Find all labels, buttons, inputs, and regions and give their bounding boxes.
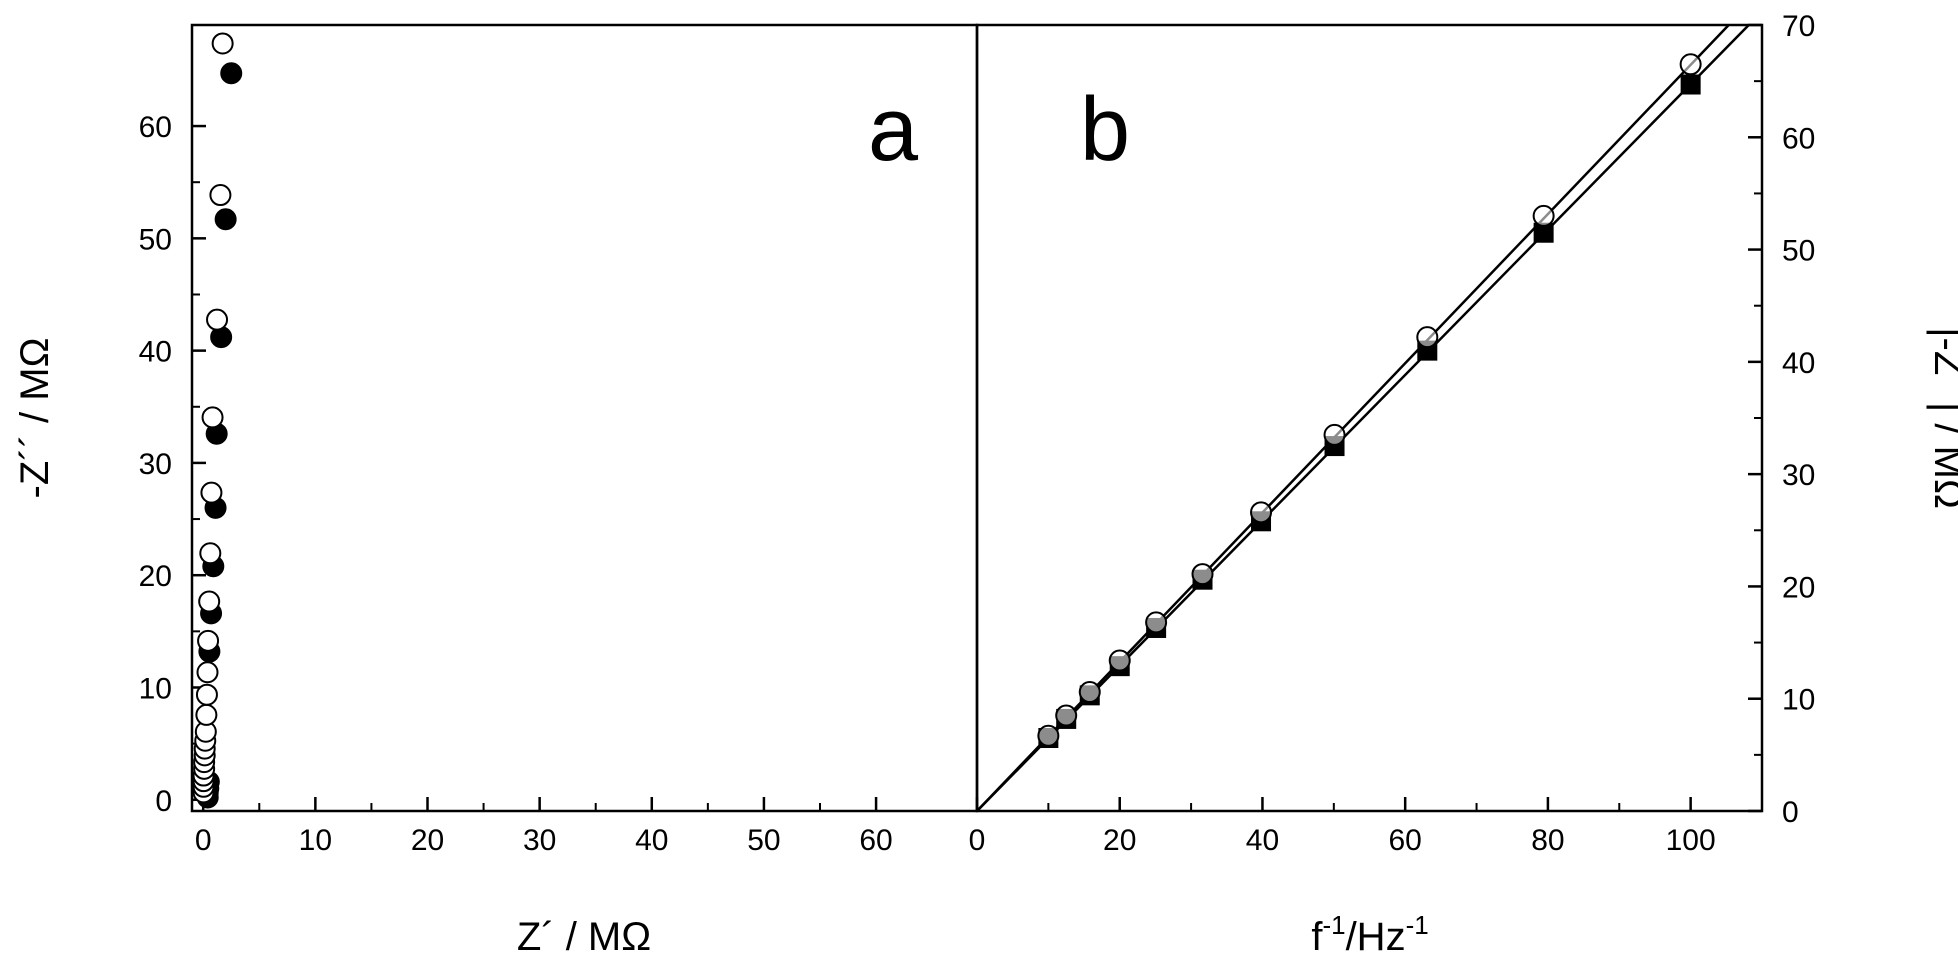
panel-b-y-axis-title: |-Z´´| / MΩ: [1926, 327, 1958, 509]
panel-a-y-tick-label: 40: [139, 336, 172, 369]
panel-b: 0 20 40 60 80 100 0 10 20 30 40 50 60 70 b f-1/Hz-1 |…: [969, 10, 1958, 959]
panel-b-open-circle-point: [1078, 680, 1101, 703]
panel-b-x-tick-label: 20: [1103, 824, 1136, 857]
panel-a-open-circle-point: [197, 629, 220, 652]
panel-b-y-tick-label: 60: [1782, 122, 1815, 155]
panel-b-fit-line: [976, 24, 1730, 812]
panel-b-x-tick-label: 40: [1246, 824, 1279, 857]
panel-a-filled-circle-point: [220, 62, 243, 85]
panel-b-open-circle-point: [1055, 704, 1078, 727]
panel-b-data-points: [1037, 53, 1702, 749]
panel-a-open-circle-point: [198, 590, 221, 613]
panel-a-x-tick-label: 10: [299, 824, 332, 857]
panel-a-y-axis-title: -Z´´ / MΩ: [13, 338, 57, 499]
panel-b-x-tick-label: 60: [1388, 824, 1421, 857]
panel-a: 0 10 20 30 40 50 60 0 10 20 30 40 50 60 a Z´ / MΩ -Z´…: [13, 23, 979, 959]
panel-a-filled-circle-point: [214, 208, 237, 231]
panel-a-x-tick-label: 0: [195, 824, 212, 857]
panel-a-open-circle-point: [195, 683, 218, 706]
panel-a-open-circle-point: [209, 184, 232, 207]
panel-a-x-tick-label: 60: [859, 824, 892, 857]
panel-a-open-circle-point: [199, 542, 222, 565]
panel-b-fit-line: [976, 24, 1750, 812]
panel-a-open-circle-point: [200, 481, 223, 504]
panel-a-open-circle-point: [206, 308, 229, 331]
panel-a-open-circle-point: [195, 703, 218, 726]
panel-b-fit-lines: [976, 24, 1750, 812]
panel-a-frame: [190, 23, 979, 813]
panel-b-open-circle-point: [1679, 53, 1702, 76]
panel-a-data-points: [192, 32, 243, 809]
panel-a-y-tick-label: 30: [139, 448, 172, 481]
panel-b-open-circle-point: [1145, 611, 1168, 634]
panel-b-filled-square-point: [1533, 222, 1554, 243]
panel-a-x-tick-label: 50: [747, 824, 780, 857]
panel-a-open-circle-point: [201, 406, 224, 429]
panel-a-letter: a: [868, 80, 919, 180]
panel-b-x-tick-label: 80: [1531, 824, 1564, 857]
panel-b-y-tick-label: 40: [1782, 347, 1815, 380]
panel-b-y-tick-label: 10: [1782, 684, 1815, 717]
panel-a-y-tick-label: 10: [139, 672, 172, 705]
panel-b-x-tick-label: 0: [969, 824, 986, 857]
panel-b-y-tick-label: 0: [1782, 796, 1799, 829]
panel-b-letter: b: [1080, 80, 1130, 180]
panel-b-x-tick-label: 100: [1666, 824, 1716, 857]
panel-a-open-circle-point: [211, 32, 234, 55]
panel-b-x-axis-title: f-1/Hz-1: [1311, 910, 1428, 959]
panel-a-y-tick-label: 20: [139, 560, 172, 593]
panel-a-y-tick-label: 0: [155, 785, 172, 818]
panel-b-filled-square-point: [1680, 74, 1701, 95]
panel-a-open-circle-point: [196, 661, 219, 684]
panel-a-ticks: [192, 124, 878, 811]
panel-b-open-circle-point: [1416, 326, 1439, 349]
panel-b-y-tick-label: 20: [1782, 571, 1815, 604]
panel-b-open-circle-point: [1037, 724, 1060, 747]
panel-a-x-tick-label: 20: [411, 824, 444, 857]
panel-a-y-tick-label: 60: [139, 111, 172, 144]
panel-b-y-tick-label: 30: [1782, 459, 1815, 492]
panel-a-x-tick-label: 30: [523, 824, 556, 857]
panel-a-x-axis-title: Z´ / MΩ: [517, 915, 651, 959]
panel-a-x-tick-label: 40: [635, 824, 668, 857]
panel-b-open-circle-point: [1532, 204, 1555, 227]
panel-a-y-tick-label: 50: [139, 223, 172, 256]
panel-b-open-circle-point: [1191, 563, 1214, 586]
panel-b-tick-labels: 0 20 40 60 80 100 0 10 20 30 40 50 60 70: [969, 10, 1816, 857]
panel-a-tick-labels: 0 10 20 30 40 50 60 0 10 20 30 40 50 60: [139, 111, 893, 857]
panel-b-y-tick-label: 50: [1782, 235, 1815, 268]
panel-b-open-circle-point: [1250, 501, 1273, 524]
panel-b-y-tick-label: 70: [1782, 10, 1815, 43]
panel-b-open-circle-point: [1323, 423, 1346, 446]
panel-b-open-circle-point: [1108, 649, 1131, 672]
panel-b-ticks: [975, 23, 1762, 813]
